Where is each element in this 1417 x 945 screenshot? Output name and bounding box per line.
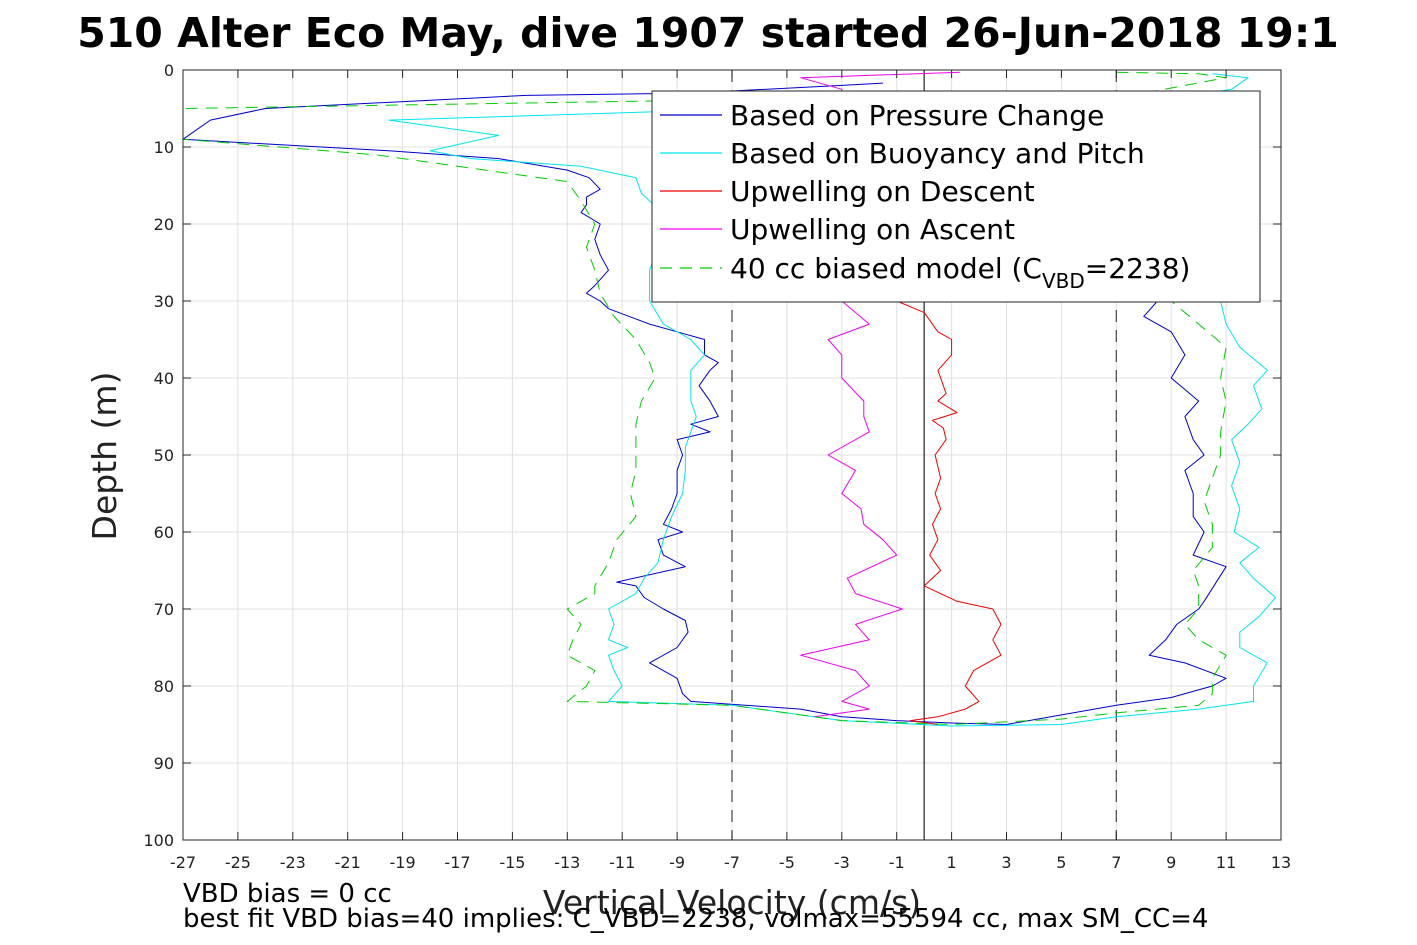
y-tick-label: 90	[154, 754, 174, 773]
x-tick-label: 5	[1056, 853, 1066, 872]
legend-item-buoyancy: Based on Buoyancy and Pitch	[660, 137, 1145, 170]
legend-item-biased-model: 40 cc biased model (CVBD=2238)	[660, 252, 1190, 293]
x-tick-label: 3	[1001, 853, 1011, 872]
best-fit-note: best fit VBD bias=40 implies: C_VBD=2238…	[183, 904, 1208, 934]
legend-label: 40 cc biased model (CVBD=2238)	[730, 252, 1190, 293]
y-axis-label: Depth (m)	[85, 372, 124, 541]
y-tick-label: 0	[164, 61, 174, 80]
legend-item-pressure: Based on Pressure Change	[660, 99, 1104, 132]
legend-item-upwelling-ascent: Upwelling on Ascent	[660, 213, 1015, 246]
chart-title: 510 Alter Eco May, dive 1907 started 26-…	[77, 9, 1339, 57]
x-tick-label: 1	[947, 853, 957, 872]
x-axis-label: Vertical Velocity (cm/s)	[543, 883, 921, 922]
y-tick-label: 100	[143, 831, 174, 850]
x-tick-label: 11	[1216, 853, 1236, 872]
x-tick-label: 7	[1111, 853, 1121, 872]
x-tick-label: -13	[554, 853, 580, 872]
x-tick-label: -17	[444, 853, 470, 872]
x-tick-label: -21	[335, 853, 361, 872]
x-tick-label: -15	[499, 853, 525, 872]
x-tick-label: -23	[280, 853, 306, 872]
x-tick-label: -25	[225, 853, 251, 872]
x-tick-label: -19	[390, 853, 416, 872]
y-tick-label: 20	[154, 215, 174, 234]
y-tick-label: 40	[154, 369, 174, 388]
y-tick-label: 60	[154, 523, 174, 542]
x-tick-label: -3	[834, 853, 850, 872]
legend-item-upwelling-descent: Upwelling on Descent	[660, 175, 1035, 208]
x-tick-label: 13	[1271, 853, 1291, 872]
series-line	[182, 71, 1227, 725]
x-tick-label: -9	[669, 853, 685, 872]
legend-label: Upwelling on Descent	[730, 175, 1035, 208]
x-tick-label: -1	[889, 853, 905, 872]
legend-box	[651, 90, 1261, 303]
x-tick-label: 9	[1166, 853, 1176, 872]
y-tick-label: 10	[154, 138, 174, 157]
vbd-bias-note: VBD bias = 0 cc	[183, 879, 392, 909]
legend: Based on Pressure Change Based on Buoyan…	[651, 90, 1261, 303]
y-tick-label: 30	[154, 292, 174, 311]
x-tick-label: -11	[609, 853, 635, 872]
x-tick-label: -7	[724, 853, 740, 872]
y-tick-label: 80	[154, 677, 174, 696]
legend-label: Upwelling on Ascent	[730, 213, 1015, 246]
x-tick-label: -5	[779, 853, 795, 872]
legend-label: Based on Buoyancy and Pitch	[730, 137, 1145, 170]
x-axis-ticks: -27 -25 -23 -21 -19 -17 -15 -13 -11 -9 -7 -5 -3 -1 1 3 5…	[170, 70, 1291, 872]
y-axis-ticks: 0 10 20 30 40 50 60 70 80 90 100	[143, 61, 1281, 850]
series-lines	[182, 71, 1276, 727]
y-tick-label: 50	[154, 446, 174, 465]
series-line	[182, 82, 1227, 725]
x-tick-label: -27	[170, 853, 196, 872]
y-tick-label: 70	[154, 600, 174, 619]
series-line	[800, 71, 960, 718]
legend-label: Based on Pressure Change	[730, 99, 1104, 132]
series-line	[896, 134, 1002, 725]
